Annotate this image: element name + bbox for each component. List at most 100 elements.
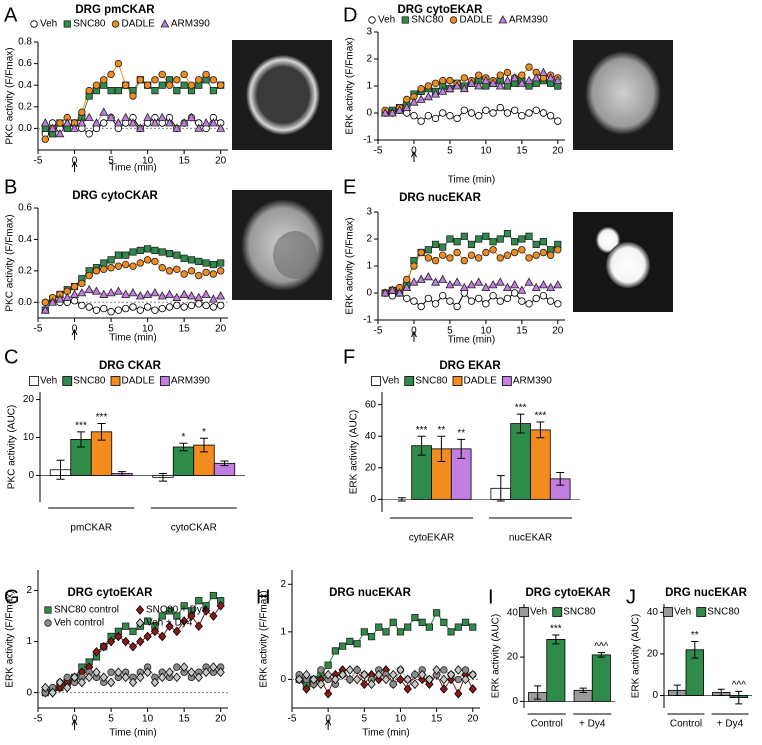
marker [495, 81, 505, 90]
marker [453, 248, 461, 257]
x-tick-label: 20 [552, 146, 564, 157]
marker [78, 108, 86, 116]
marker [524, 75, 534, 84]
marker [417, 302, 425, 311]
x-tick-label: 0 [72, 714, 78, 725]
marker [403, 275, 411, 284]
marker [100, 119, 108, 127]
marker [100, 259, 108, 267]
marker [216, 81, 225, 89]
marker [129, 303, 137, 311]
marker [454, 665, 463, 675]
x-tick-label: 20 [215, 324, 227, 335]
marker [114, 59, 123, 68]
marker [353, 666, 361, 674]
marker [431, 114, 440, 123]
error-bar [735, 690, 743, 705]
marker [416, 94, 426, 103]
marker [48, 123, 58, 132]
marker [532, 294, 540, 303]
marker [209, 611, 218, 621]
marker [496, 297, 504, 305]
error-bar [556, 472, 565, 486]
marker [195, 271, 203, 280]
marker [216, 667, 225, 678]
x-tick-label: 5 [362, 714, 368, 725]
legend-swatch [110, 376, 121, 386]
marker [150, 288, 160, 297]
marker [460, 74, 469, 82]
marker [525, 109, 533, 117]
error-bar [97, 422, 106, 441]
y-tick-label: 0.8 [18, 37, 32, 48]
y-axis-label: ERK activity (AUC) [491, 614, 502, 698]
marker [180, 662, 189, 672]
marker [324, 661, 332, 669]
marker [382, 628, 390, 636]
x-axis-label: Time (min) [109, 163, 156, 174]
marker [503, 294, 512, 303]
marker [151, 246, 159, 255]
error-bar [534, 685, 542, 700]
x-tick-label: 15 [516, 146, 528, 157]
marker [77, 677, 86, 688]
marker [518, 235, 526, 243]
legend-label: SNC80 + Dy4 [146, 605, 208, 616]
marker [180, 303, 188, 311]
marker [135, 123, 145, 132]
marker [346, 637, 354, 645]
marker [447, 628, 455, 636]
marker [136, 636, 145, 647]
marker [186, 291, 196, 300]
marker [209, 591, 217, 600]
marker [106, 636, 116, 647]
marker [517, 78, 527, 87]
legend-label: DADLE [460, 15, 494, 26]
marker [121, 672, 130, 683]
marker [44, 619, 52, 627]
marker [99, 641, 108, 652]
marker [553, 280, 563, 289]
y-tick-label: 3 [366, 27, 372, 38]
marker [380, 288, 390, 297]
error-bar [397, 497, 406, 502]
marker [85, 672, 94, 683]
marker [143, 289, 153, 298]
marker [461, 618, 470, 626]
marker [367, 633, 376, 641]
marker [151, 306, 159, 314]
chart-title: DRG EKAR [439, 360, 501, 372]
marker [339, 642, 347, 650]
marker [418, 669, 427, 680]
y-tick-label: 0.0 [18, 297, 32, 308]
marker [554, 300, 562, 308]
marker [165, 267, 174, 275]
chart-title: DRG cytoEKAR [68, 587, 154, 599]
x-tick-label: 10 [480, 146, 492, 157]
marker [539, 238, 548, 246]
marker [538, 67, 548, 76]
x-tick-label: pmCKAR [70, 523, 112, 534]
marker [352, 674, 362, 685]
marker [77, 288, 87, 297]
marker [157, 291, 167, 300]
error-bar [516, 413, 525, 434]
marker [202, 259, 210, 267]
marker [433, 609, 441, 617]
marker [401, 16, 409, 24]
x-tick-label: 5 [108, 156, 114, 167]
marker [546, 111, 555, 120]
marker [488, 78, 498, 87]
marker [151, 76, 159, 84]
error-bar [158, 473, 168, 482]
marker [165, 621, 174, 632]
marker [217, 259, 225, 267]
marker [402, 102, 412, 111]
legend-swatch [29, 376, 39, 386]
marker [143, 81, 152, 89]
marker [482, 106, 490, 114]
y-tick-label: 0.4 [18, 234, 32, 245]
marker [532, 106, 540, 114]
marker [158, 70, 166, 79]
